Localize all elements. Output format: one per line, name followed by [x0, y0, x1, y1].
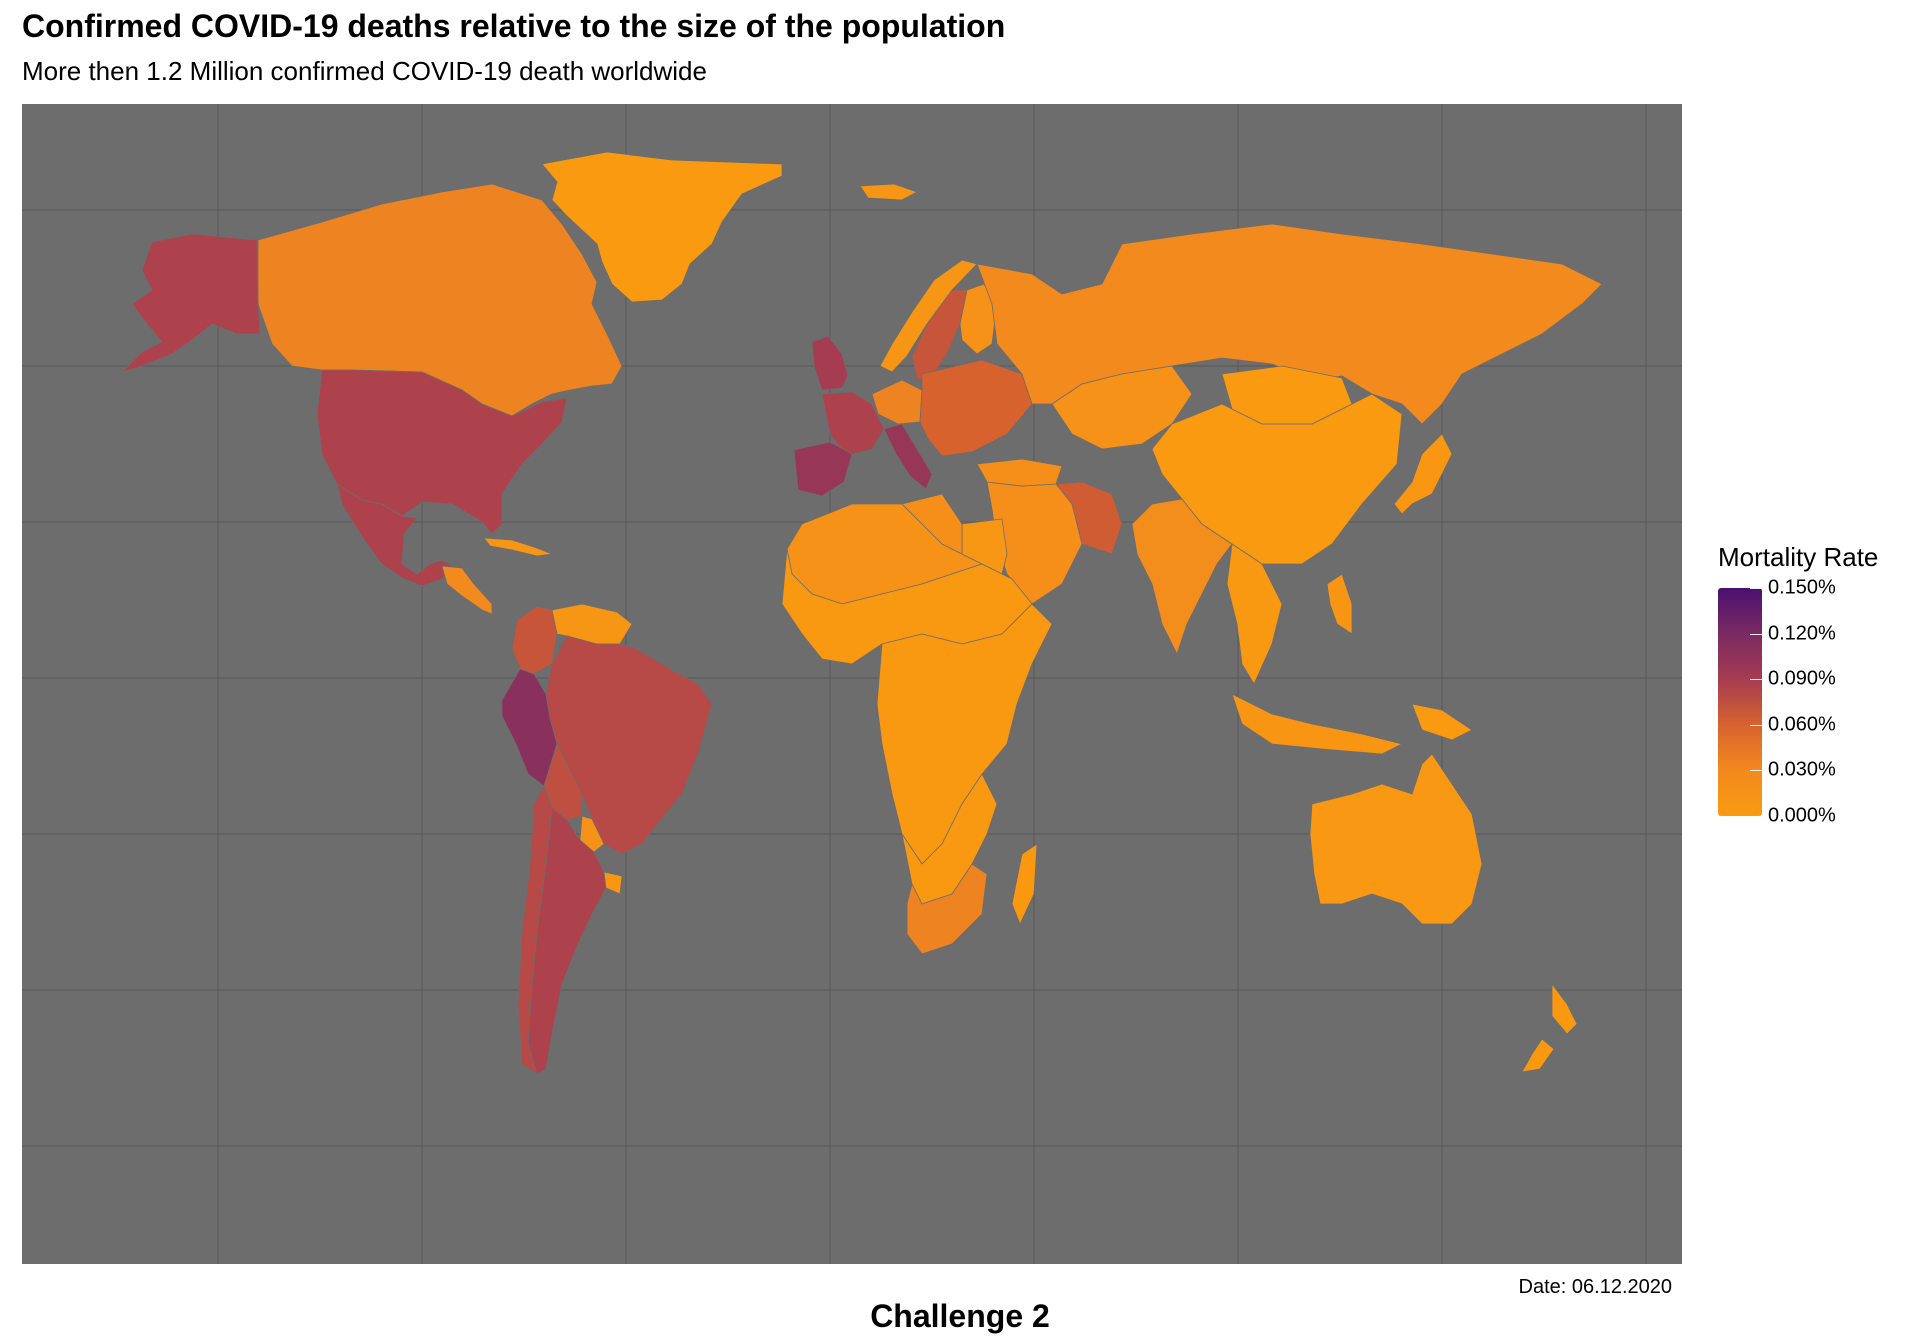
world-map: CanadaUSAAlaskaMexicoCentral AmericaCuba… [22, 104, 1682, 1264]
map-region-japan: Japan [1393, 433, 1453, 515]
map-region-new-zealand: New Zealand [1521, 983, 1578, 1073]
legend-tick-label: 0.000% [1768, 804, 1836, 827]
legend-tick-mark [1750, 770, 1762, 772]
map-region-alaska: Alaska [121, 233, 261, 373]
legend-tick-label: 0.120% [1768, 622, 1836, 645]
map-region-france: France [821, 391, 885, 457]
legend-tick-mark [1750, 633, 1762, 635]
map-region-south-africa: South Africa [906, 863, 988, 955]
map-region-mongolia: Mongolia [1221, 365, 1353, 425]
legend-color-bar [1718, 588, 1762, 816]
map-region-paraguay: Paraguay [579, 815, 605, 853]
map-region-uk: UK [811, 335, 849, 391]
map-region-madagascar: Madagascar [1011, 843, 1038, 925]
map-region-chile: Chile [517, 785, 553, 1075]
map-region-iceland: Iceland [859, 183, 918, 201]
map-region-libya: Libya [901, 493, 963, 555]
chart-subtitle: More then 1.2 Million confirmed COVID-19… [22, 56, 707, 86]
map-region-cuba: Cuba [483, 537, 553, 557]
legend-tick-label: 0.030% [1768, 758, 1836, 781]
legend-tick-mark [1750, 724, 1762, 726]
map-region-southeast-asia: Southeast Asia [1226, 543, 1283, 685]
map-region-spain: Spain [793, 441, 853, 497]
map-region-kazakhstan: Kazakhstan [1051, 365, 1193, 450]
map-regions: CanadaUSAAlaskaMexicoCentral AmericaCuba… [121, 151, 1603, 1075]
map-region-papua-new-guinea: Papua New Guinea [1411, 703, 1473, 741]
map-region-indonesia: Indonesia [1231, 693, 1403, 755]
map-region-central-east-africa: Central & East Africa [876, 603, 1053, 865]
legend-title: Mortality Rate [1718, 542, 1879, 572]
chart-title: Confirmed COVID-19 deaths relative to th… [22, 8, 1006, 44]
map-region-eastern-europe: Eastern Europe [919, 359, 1033, 457]
map-region-central-america: Central America [441, 565, 493, 615]
legend-tick-label: 0.060% [1768, 713, 1836, 736]
map-region-philippines: Philippines [1326, 573, 1353, 635]
caption: Challenge 2 [870, 1298, 1050, 1334]
map-region-uruguay: Uruguay [603, 871, 623, 895]
map-region-australia: Australia [1309, 753, 1483, 925]
date-label: Date: 06.12.2020 [1518, 1276, 1672, 1298]
map-region-italy: Italy [883, 423, 933, 490]
map-region-turkey: Turkey [976, 458, 1063, 487]
legend-tick-label: 0.090% [1768, 667, 1836, 690]
legend-tick-mark [1750, 679, 1762, 681]
legend-tick-mark [1750, 588, 1762, 589]
map-region-greenland: Greenland [541, 151, 783, 303]
legend-tick-mark [1750, 816, 1762, 817]
legend-tick-label: 0.150% [1768, 576, 1836, 599]
map-region-mexico: Mexico [336, 483, 453, 587]
